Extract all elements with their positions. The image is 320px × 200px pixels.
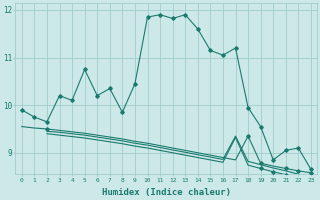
X-axis label: Humidex (Indice chaleur): Humidex (Indice chaleur) [102,188,231,197]
